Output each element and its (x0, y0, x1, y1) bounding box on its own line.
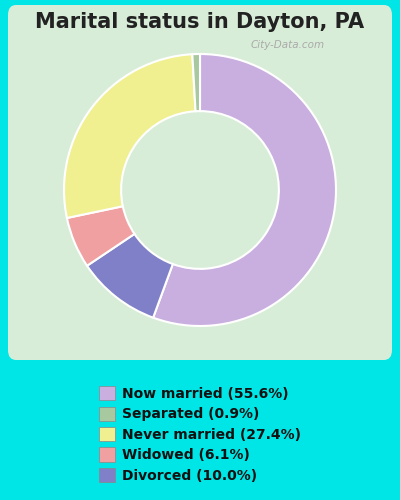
Wedge shape (67, 206, 134, 266)
Legend: Now married (55.6%), Separated (0.9%), Never married (27.4%), Widowed (6.1%), Di: Now married (55.6%), Separated (0.9%), N… (93, 380, 307, 488)
Wedge shape (192, 54, 200, 111)
Wedge shape (64, 54, 196, 218)
Wedge shape (87, 234, 173, 318)
Text: City-Data.com: City-Data.com (251, 40, 325, 50)
Wedge shape (153, 54, 336, 326)
Text: Marital status in Dayton, PA: Marital status in Dayton, PA (36, 12, 364, 32)
